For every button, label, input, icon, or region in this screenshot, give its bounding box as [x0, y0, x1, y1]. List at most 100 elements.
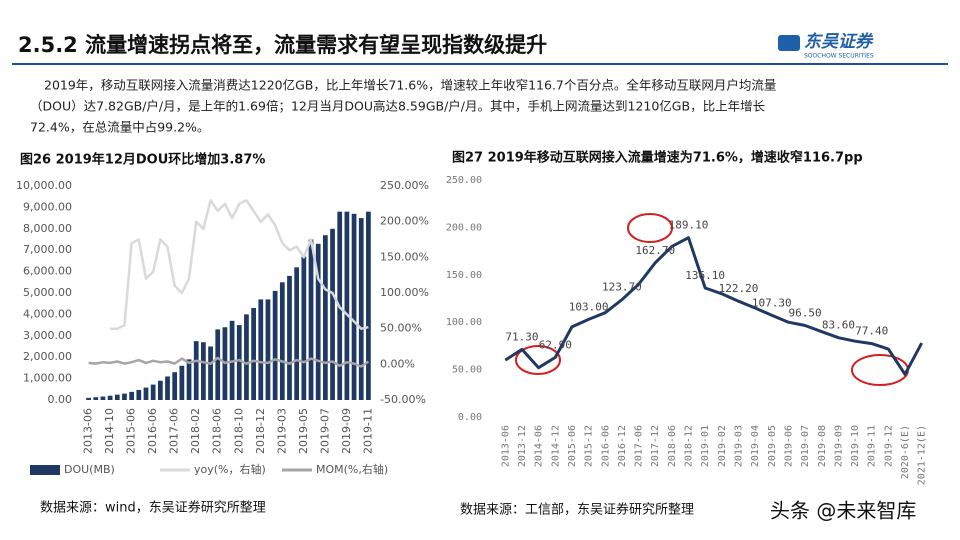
bar: [208, 346, 213, 400]
bar: [193, 341, 199, 400]
x-tick-label: 2019-03: [733, 425, 744, 467]
logo-text: 东吴证券: [804, 32, 874, 52]
legend-label: yoy(%，右轴): [194, 462, 266, 476]
y-tick-label: 1,000.00: [23, 372, 72, 385]
data-label: 162.70: [635, 244, 675, 257]
watermark: 头条 @未来智库: [770, 499, 916, 523]
bar: [301, 256, 307, 400]
bar: [251, 307, 256, 400]
y-tick-label: 5,000.00: [23, 286, 72, 299]
y-tick-label: 7,000.00: [23, 243, 72, 256]
x-tick-label: 2019-07: [318, 408, 331, 454]
data-label: 123.70: [602, 281, 642, 294]
y-tick-label: 9,000.00: [23, 200, 72, 213]
bar: [330, 228, 335, 400]
x-tick-label: 2019-09: [340, 408, 353, 454]
y-tick-label: 4,000.00: [23, 307, 72, 320]
x-tick-label: 2017-12: [650, 425, 661, 467]
bar: [322, 235, 328, 400]
bar: [258, 299, 264, 400]
bar: [287, 275, 292, 400]
data-label: 62.90: [539, 338, 572, 351]
slide-title: 2.5.2 流量增速拐点将至，流量需求有望呈现指数级提升: [18, 33, 547, 57]
x-tick-label: 2021-12(E): [917, 425, 928, 485]
logo-icon: [778, 35, 800, 51]
y2-tick-label: 250.00%: [380, 179, 429, 192]
x-tick-label: 2016-12: [617, 425, 628, 467]
bar: [215, 329, 221, 400]
data-label: 96.50: [789, 307, 822, 320]
logo-sub: SOOCHOW SECURITIES: [804, 53, 874, 60]
bar: [114, 394, 120, 400]
x-tick-label: 2019-02: [717, 425, 728, 467]
paragraph-line: 2019年，移动互联网接入流量消费达1220亿GB，比上年增长71.6%，增速较…: [44, 78, 776, 93]
y2-tick-label: 0.00%: [380, 357, 415, 370]
data-label: 103.00: [569, 300, 609, 313]
y2-tick-label: 150.00%: [380, 250, 429, 263]
y2-tick-label: 50.00%: [380, 322, 422, 335]
paragraph-line: 72.4%，在总流量中占99.2%。: [30, 120, 209, 135]
x-tick-label: 2013-06: [82, 408, 95, 454]
x-tick-label: 2019-03: [275, 408, 288, 454]
data-label: 83.60: [822, 319, 855, 332]
bar: [201, 342, 206, 400]
data-label: 122.20: [719, 282, 759, 295]
x-tick-label: 2015-06: [125, 408, 138, 454]
bar: [351, 213, 357, 400]
logo: 东吴证券 SOOCHOW SECURITIES: [778, 32, 874, 60]
source: 数据来源：wind，东吴证券研究所整理: [40, 500, 266, 516]
highlight: [515, 345, 561, 375]
data-label: 107.30: [752, 296, 792, 309]
line: [110, 199, 369, 330]
source: 数据来源：工信部，东吴证券研究所整理: [460, 502, 694, 518]
chart-title: 图26 2019年12月DOU环比增加3.87%: [20, 152, 265, 168]
bar: [157, 380, 163, 400]
y-tick-label: 10,000.00: [16, 179, 72, 192]
bar: [358, 218, 364, 400]
y-tick-label: 3,000.00: [23, 329, 72, 342]
bar: [308, 239, 314, 400]
x-tick-label: 2014-06: [534, 425, 545, 467]
x-tick-label: 2019-09: [833, 425, 844, 467]
x-tick-label: 2014-12: [550, 425, 561, 467]
line: [88, 356, 370, 368]
bar: [272, 290, 278, 400]
x-tick-label: 2019-05: [767, 425, 778, 467]
x-tick-label: 2014-10: [103, 408, 116, 454]
x-tick-label: 2013-06: [500, 425, 511, 467]
y2-tick-label: -50.00%: [380, 393, 426, 406]
bar: [165, 376, 170, 400]
legend-label: MOM(%,右轴): [316, 462, 388, 476]
x-tick-label: 2019-11: [361, 408, 374, 454]
y-tick-label: 200.00: [446, 222, 482, 233]
y-tick-label: 250.00: [446, 175, 482, 186]
line: [504, 236, 924, 376]
x-tick-label: 2018-12: [254, 408, 267, 454]
bar: [236, 325, 242, 400]
y-tick-label: 8,000.00: [23, 222, 72, 235]
x-tick-label: 2019-06: [783, 425, 794, 467]
bar: [366, 211, 371, 400]
bar: [279, 282, 285, 400]
highlight: [627, 213, 673, 243]
bar: [136, 389, 142, 400]
highlight: [851, 354, 909, 386]
bar: [265, 299, 271, 400]
bar: [129, 391, 135, 400]
bar: [244, 314, 249, 400]
x-tick-label: 2020-6(E): [900, 425, 911, 479]
y-tick-label: 150.00: [446, 270, 482, 281]
x-tick-label: 2018-10: [232, 408, 245, 454]
x-tick-label: 2018-06: [211, 408, 224, 454]
paragraph-line: （DOU）达7.82GB/户/月，是上年的1.69倍；12月当月DOU高达8.5…: [30, 99, 766, 114]
data-label: 136.10: [685, 269, 725, 282]
x-tick-label: 2015-12: [584, 425, 595, 467]
bar: [179, 365, 185, 400]
x-tick-label: 2019-07: [800, 425, 811, 467]
x-tick-label: 2018-02: [189, 408, 202, 454]
bar: [107, 395, 113, 400]
x-tick-label: 2016-06: [600, 425, 611, 467]
x-tick-label: 2019-05: [297, 408, 310, 454]
bar: [344, 211, 350, 400]
